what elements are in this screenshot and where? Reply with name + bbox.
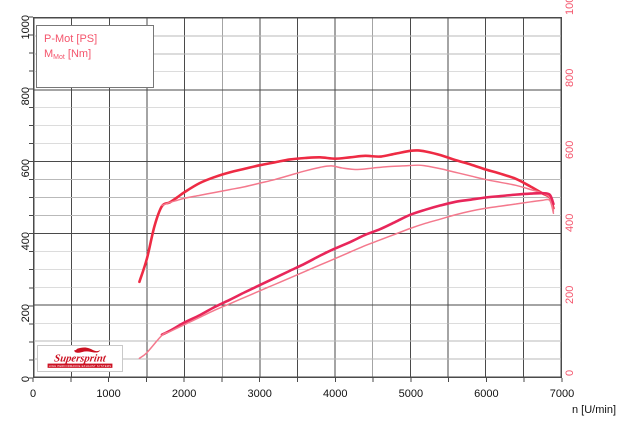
x-axis-tick-3000: 3000 [247, 388, 272, 400]
legend-torque-unit: [Nm] [67, 48, 92, 60]
legend-torque-subscript: Mot [53, 54, 65, 61]
y-axis-right-tick-600: 600 [564, 141, 576, 160]
x-axis-tick-0: 0 [29, 388, 37, 400]
y-axis-left-tick-200: 200 [20, 303, 32, 323]
x-axis-tick-5000: 5000 [398, 388, 424, 400]
plot-area [33, 17, 562, 378]
legend-entry-torque: MMot [Nm] [44, 47, 153, 63]
legend-torque-label: M [44, 48, 54, 60]
logo-brand-text: Supersprint [54, 353, 108, 365]
y-axis-left-tick-600: 600 [20, 159, 32, 178]
curve-power-stock [138, 198, 555, 360]
y-axis-right-tick-0: 0 [564, 369, 576, 376]
logo-graphic: Supersprint HIGH PERFORMANCE EXHAUST SYS… [47, 347, 113, 368]
legend-box: P-Mot [PS] MMot [Nm] [36, 25, 154, 88]
x-axis-tick-4000: 4000 [323, 388, 348, 400]
curve-torque-stock [161, 164, 555, 212]
x-axis-tick-2000: 2000 [171, 388, 197, 400]
x-axis-title: n [U/min] [571, 404, 616, 416]
curves-layer [138, 149, 555, 360]
legend-entry-power: P-Mot [PS] [44, 32, 153, 47]
x-axis-tick-7000: 7000 [549, 388, 575, 400]
y-axis-right-tick-400: 400 [564, 213, 576, 232]
y-axis-right-tick-800: 800 [564, 68, 576, 88]
logo-tagline-text: HIGH PERFORMANCE EXHAUST SYSTEMS [49, 364, 111, 368]
curve-power-modified [160, 191, 555, 336]
logo-tagline-bar [47, 363, 113, 368]
horse-icon [74, 347, 101, 353]
curve-torque-modified [138, 149, 555, 284]
y-axis-right-tick-1000: 1000 [564, 0, 576, 15]
x-axis-tick-1000: 1000 [96, 388, 121, 400]
y-axis-right-tick-200: 200 [564, 285, 576, 304]
legend-power-unit: [PS] [76, 33, 98, 45]
legend-power-label: P-Mot [44, 33, 74, 45]
y-axis-left-tick-800: 800 [20, 87, 32, 106]
y-axis-left-tick-1000: 1000 [20, 15, 32, 40]
x-axis-tick-6000: 6000 [474, 388, 499, 400]
supersprint-logo: Supersprint HIGH PERFORMANCE EXHAUST SYS… [37, 345, 123, 372]
y-axis-left-tick-400: 400 [20, 231, 32, 250]
